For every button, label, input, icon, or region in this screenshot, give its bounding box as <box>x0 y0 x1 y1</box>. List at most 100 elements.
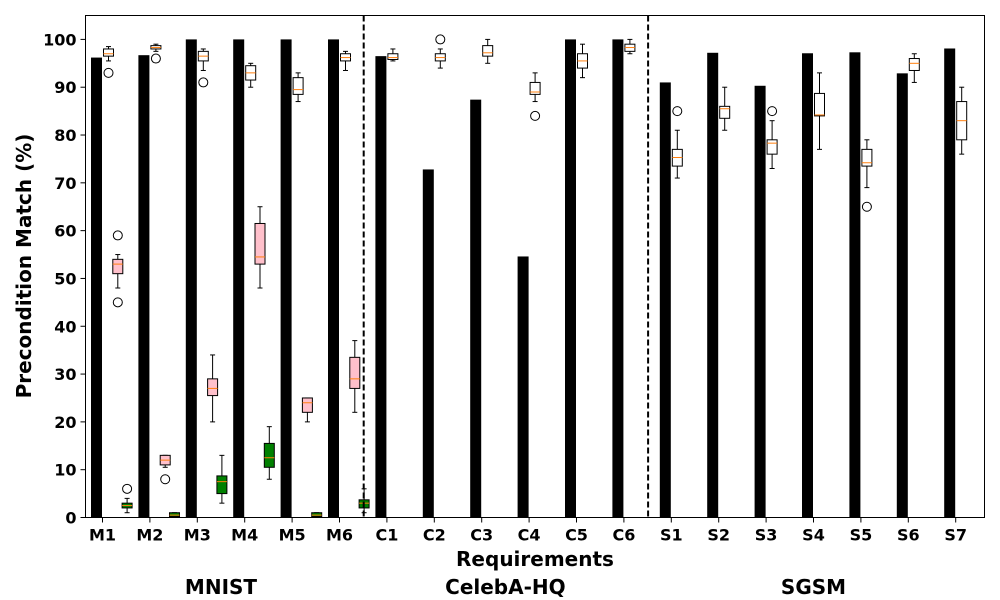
x-tick-label-s6: S6 <box>897 526 920 545</box>
x-tick-label-s2: S2 <box>707 526 730 545</box>
bar-s4 <box>802 53 813 518</box>
boxplot-m3-pink <box>207 354 219 423</box>
x-tick-label-m5: M5 <box>279 526 306 545</box>
box-iqr <box>482 45 494 57</box>
boxplot-s7-white <box>956 86 968 155</box>
box-iqr <box>387 53 399 60</box>
outlier-point <box>112 297 123 308</box>
boxplot-c6-white <box>624 38 636 55</box>
bar-s5 <box>849 52 861 518</box>
y-tick-label: 50 <box>54 269 76 288</box>
x-tick-label-c4: C4 <box>518 526 541 545</box>
bar-m4 <box>233 39 245 518</box>
x-tick-label-s7: S7 <box>944 526 967 545</box>
boxplot-m3-green <box>216 454 228 504</box>
x-tick-label-c5: C5 <box>565 526 588 545</box>
chart-marks <box>91 15 968 518</box>
boxplot-s6-white <box>908 53 920 83</box>
dataset-group-labels: MNIST CelebA-HQ SGSM <box>185 575 846 599</box>
bar-c6 <box>612 39 624 518</box>
box-iqr <box>908 58 920 71</box>
x-tick-label-c3: C3 <box>470 526 493 545</box>
boxplot-m1-green <box>121 483 133 514</box>
boxplot-m1-pink <box>112 230 124 308</box>
boxplot-m4-pink <box>254 206 266 289</box>
boxplot-s3-white <box>766 106 778 169</box>
boxplot-m2-white <box>150 43 162 64</box>
boxplot-c4-white <box>529 72 541 121</box>
group-label-mnist: MNIST <box>185 575 257 599</box>
outlier-point <box>861 201 872 212</box>
outlier-point <box>122 483 133 494</box>
boxplot-m6-pink <box>349 340 361 413</box>
bar-c1 <box>375 56 387 518</box>
boxplot-c1-white <box>387 48 399 62</box>
bar-m2 <box>138 55 150 518</box>
boxplot-s1-white <box>671 106 683 179</box>
boxplot-s5-white <box>861 139 873 212</box>
outlier-point <box>435 34 446 45</box>
y-tick-label: 70 <box>54 174 76 193</box>
x-tick-label-s5: S5 <box>850 526 873 545</box>
y-tick-label: 40 <box>54 317 76 336</box>
y-tick-label: 90 <box>54 78 76 97</box>
boxplot-m2-green <box>169 512 180 518</box>
outlier-point <box>160 474 171 485</box>
box-iqr <box>112 258 124 275</box>
x-tick-label-c1: C1 <box>375 526 398 545</box>
x-tick-label-s3: S3 <box>755 526 778 545</box>
bar-s3 <box>754 85 766 518</box>
boxplot-m6-white <box>340 50 351 71</box>
box-iqr <box>766 139 778 155</box>
bar-c3 <box>470 99 482 518</box>
x-tick-label-c6: C6 <box>612 526 635 545</box>
boxplot-c3-white <box>482 38 494 64</box>
boxplot-c2-white <box>434 34 446 69</box>
y-tick-label: 30 <box>54 365 76 384</box>
group-label-sgsm: SGSM <box>781 575 846 599</box>
boxplot-m5-green <box>311 512 323 518</box>
box-iqr <box>814 92 825 117</box>
box-iqr <box>719 105 731 119</box>
boxplot-m5-pink <box>301 397 313 423</box>
y-axis-title: Precondition Match (%) <box>12 134 36 399</box>
bar-s1 <box>659 82 671 518</box>
y-tick-label: 60 <box>54 222 76 241</box>
x-tick-label-m6: M6 <box>326 526 353 545</box>
y-tick-label: 0 <box>65 509 76 528</box>
y-tick-label: 100 <box>43 30 76 49</box>
boxplot-m1-white <box>103 46 114 78</box>
x-tick-label-c2: C2 <box>423 526 446 545</box>
box-iqr <box>301 397 313 413</box>
box-iqr <box>263 442 275 468</box>
boxplot-m3-white <box>197 48 209 88</box>
bar-s6 <box>896 73 908 518</box>
bar-c2 <box>422 169 434 518</box>
x-tick-label-m3: M3 <box>184 526 211 545</box>
boxplot-s4-white <box>814 72 825 150</box>
boxplot-m5-white <box>292 72 304 103</box>
bar-s7 <box>944 48 956 518</box>
x-tick-label-m4: M4 <box>231 526 258 545</box>
box-iqr <box>529 81 541 95</box>
outlier-point <box>103 67 114 78</box>
y-tick-label: 10 <box>54 461 76 480</box>
y-tick-label: 80 <box>54 126 76 145</box>
plot-frame <box>85 15 985 518</box>
box-iqr <box>254 222 266 265</box>
x-tick-label-s4: S4 <box>802 526 825 545</box>
boxplot-s2-white <box>719 86 731 131</box>
bar-c4 <box>517 256 529 518</box>
box-iqr <box>216 475 228 495</box>
boxplot-m6-green <box>358 488 370 514</box>
outlier-point <box>530 110 541 121</box>
outlier-point <box>672 106 683 117</box>
x-tick-label-m1: M1 <box>89 526 116 545</box>
x-axis-title: Requirements <box>456 547 614 571</box>
box-iqr <box>861 148 873 167</box>
outlier-point <box>112 230 123 241</box>
group-label-celeba-hq: CelebA-HQ <box>445 575 566 599</box>
bar-m6 <box>328 39 339 518</box>
outlier-point <box>150 53 161 64</box>
